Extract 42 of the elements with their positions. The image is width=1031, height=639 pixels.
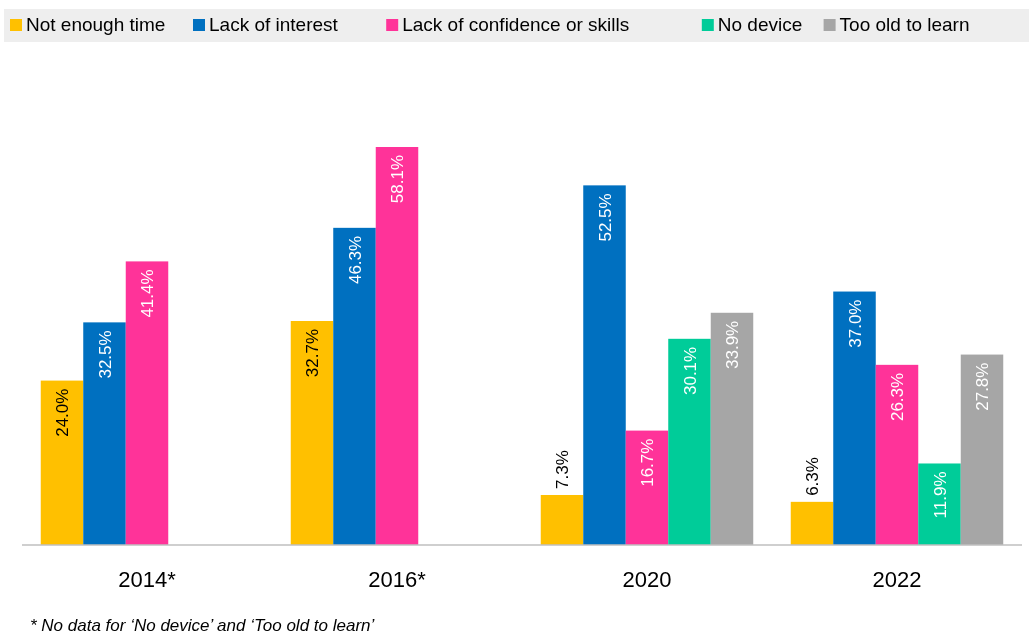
bar — [83, 322, 126, 545]
bar — [668, 338, 711, 545]
data-label: 24.0% — [53, 388, 72, 437]
bar — [333, 227, 376, 545]
legend-label: Too old to learn — [839, 14, 970, 35]
bar — [125, 261, 169, 545]
bar — [290, 321, 334, 545]
bar — [625, 430, 669, 545]
legend-label: Lack of interest — [209, 14, 339, 35]
bar — [918, 463, 961, 545]
bar — [710, 312, 754, 545]
bar — [375, 147, 419, 545]
legend-label: Not enough time — [26, 14, 166, 35]
data-label: 16.7% — [638, 438, 657, 487]
data-label: 41.4% — [138, 269, 157, 318]
bar — [540, 494, 584, 545]
data-label: 33.9% — [723, 320, 742, 369]
data-label: 37.0% — [845, 299, 865, 348]
text: * No data for ‘No device’ and ‘Too old to learn’ — [30, 616, 375, 635]
data-label: 30.1% — [680, 346, 700, 396]
data-label: 26.3% — [888, 372, 907, 422]
bar — [790, 501, 834, 545]
legend-label: No device — [717, 14, 803, 35]
x-tick-label: 2014* — [118, 567, 177, 592]
data-label: 7.3% — [553, 450, 572, 489]
bar — [40, 380, 84, 545]
data-label: 6.3% — [803, 457, 822, 496]
data-label: 32.5% — [95, 330, 115, 379]
bar — [833, 291, 876, 545]
x-tick-label: 2022 — [872, 567, 922, 592]
data-label: 27.8% — [973, 362, 992, 411]
bar — [583, 185, 626, 545]
data-label: 58.1% — [388, 155, 407, 204]
x-tick-label: 2016* — [368, 567, 427, 592]
data-label: 52.5% — [595, 193, 615, 242]
legend-label: Lack of confidence or skills — [402, 14, 630, 35]
bar — [875, 364, 919, 545]
data-label: 32.7% — [303, 329, 322, 378]
x-tick-label: 2020 — [622, 567, 672, 592]
data-label: 46.3% — [345, 235, 365, 285]
bar — [960, 354, 1004, 545]
data-label: 11.9% — [930, 471, 950, 519]
